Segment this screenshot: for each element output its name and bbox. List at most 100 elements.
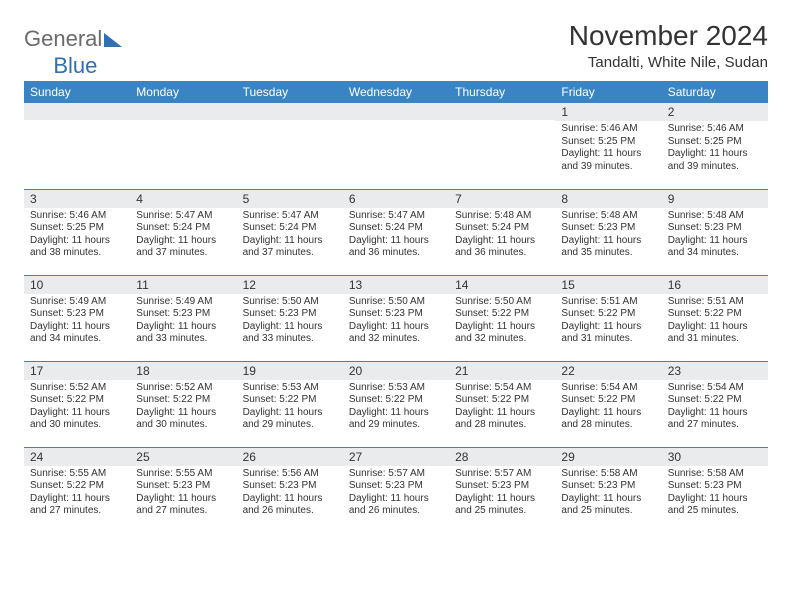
day-details: Sunrise: 5:46 AMSunset: 5:25 PMDaylight:…	[662, 121, 768, 177]
day-number: 2	[662, 103, 768, 121]
day-details: Sunrise: 5:47 AMSunset: 5:24 PMDaylight:…	[343, 208, 449, 264]
daylight-line2: and 29 minutes.	[243, 419, 337, 432]
daylight-line2: and 28 minutes.	[561, 419, 655, 432]
daylight-line1: Daylight: 11 hours	[30, 235, 124, 248]
daylight-line2: and 25 minutes.	[561, 505, 655, 518]
calendar-day-cell: 14Sunrise: 5:50 AMSunset: 5:22 PMDayligh…	[449, 275, 555, 361]
day-details: Sunrise: 5:55 AMSunset: 5:23 PMDaylight:…	[130, 466, 236, 522]
sunset-text: Sunset: 5:24 PM	[349, 222, 443, 235]
calendar-day-cell: 10Sunrise: 5:49 AMSunset: 5:23 PMDayligh…	[24, 275, 130, 361]
calendar-day-cell: 19Sunrise: 5:53 AMSunset: 5:22 PMDayligh…	[237, 361, 343, 447]
sunrise-text: Sunrise: 5:46 AM	[30, 210, 124, 223]
daylight-line1: Daylight: 11 hours	[136, 321, 230, 334]
sunset-text: Sunset: 5:23 PM	[243, 308, 337, 321]
day-number: 12	[237, 276, 343, 294]
daylight-line2: and 28 minutes.	[455, 419, 549, 432]
daylight-line2: and 39 minutes.	[668, 161, 762, 174]
day-number: 5	[237, 190, 343, 208]
daylight-line2: and 29 minutes.	[349, 419, 443, 432]
sunset-text: Sunset: 5:23 PM	[349, 308, 443, 321]
sunrise-text: Sunrise: 5:56 AM	[243, 468, 337, 481]
daylight-line1: Daylight: 11 hours	[30, 407, 124, 420]
day-number: 7	[449, 190, 555, 208]
day-details: Sunrise: 5:53 AMSunset: 5:22 PMDaylight:…	[237, 380, 343, 436]
day-details: Sunrise: 5:54 AMSunset: 5:22 PMDaylight:…	[662, 380, 768, 436]
day-number: 14	[449, 276, 555, 294]
sunrise-text: Sunrise: 5:46 AM	[668, 123, 762, 136]
sunrise-text: Sunrise: 5:51 AM	[561, 296, 655, 309]
daylight-line2: and 25 minutes.	[668, 505, 762, 518]
day-number: 18	[130, 362, 236, 380]
daylight-line2: and 37 minutes.	[136, 247, 230, 260]
daylight-line2: and 31 minutes.	[668, 333, 762, 346]
daylight-line1: Daylight: 11 hours	[349, 407, 443, 420]
sunrise-text: Sunrise: 5:55 AM	[30, 468, 124, 481]
daylight-line2: and 27 minutes.	[136, 505, 230, 518]
day-details: Sunrise: 5:57 AMSunset: 5:23 PMDaylight:…	[449, 466, 555, 522]
calendar-day-cell: 5Sunrise: 5:47 AMSunset: 5:24 PMDaylight…	[237, 189, 343, 275]
sunset-text: Sunset: 5:24 PM	[455, 222, 549, 235]
sunset-text: Sunset: 5:23 PM	[455, 480, 549, 493]
calendar-day-cell: 7Sunrise: 5:48 AMSunset: 5:24 PMDaylight…	[449, 189, 555, 275]
day-number: 4	[130, 190, 236, 208]
sunset-text: Sunset: 5:22 PM	[561, 308, 655, 321]
daylight-line1: Daylight: 11 hours	[561, 148, 655, 161]
page-title: November 2024	[569, 20, 768, 52]
sunset-text: Sunset: 5:22 PM	[349, 394, 443, 407]
daylight-line1: Daylight: 11 hours	[349, 235, 443, 248]
daylight-line2: and 27 minutes.	[30, 505, 124, 518]
calendar-table: SundayMondayTuesdayWednesdayThursdayFrid…	[24, 81, 768, 533]
day-number: 11	[130, 276, 236, 294]
day-details: Sunrise: 5:47 AMSunset: 5:24 PMDaylight:…	[237, 208, 343, 264]
calendar-day-cell: 17 Sunrise: 5:52 AMSunset: 5:22 PMDayligh…	[24, 361, 130, 447]
day-number-empty	[237, 103, 343, 120]
sunset-text: Sunset: 5:22 PM	[30, 480, 124, 493]
daylight-line1: Daylight: 11 hours	[668, 407, 762, 420]
calendar-day-cell	[449, 103, 555, 189]
day-number: 17	[24, 362, 130, 380]
sunset-text: Sunset: 5:23 PM	[30, 308, 124, 321]
calendar-header-row: SundayMondayTuesdayWednesdayThursdayFrid…	[24, 81, 768, 103]
daylight-line2: and 39 minutes.	[561, 161, 655, 174]
day-details: Sunrise: 5:49 AMSunset: 5:23 PMDaylight:…	[24, 294, 130, 350]
day-details: Sunrise: 5:54 AMSunset: 5:22 PMDaylight:…	[449, 380, 555, 436]
day-number: 6	[343, 190, 449, 208]
day-details: Sunrise: 5:56 AMSunset: 5:23 PMDaylight:…	[237, 466, 343, 522]
daylight-line1: Daylight: 11 hours	[455, 235, 549, 248]
logo: General	[24, 20, 122, 52]
daylight-line2: and 37 minutes.	[243, 247, 337, 260]
sunrise-text: Sunrise: 5:46 AM	[561, 123, 655, 136]
sunset-text: Sunset: 5:24 PM	[243, 222, 337, 235]
sunrise-text: Sunrise: 5:53 AM	[243, 382, 337, 395]
sunset-text: Sunset: 5:23 PM	[349, 480, 443, 493]
calendar-day-cell	[130, 103, 236, 189]
daylight-line1: Daylight: 11 hours	[561, 493, 655, 506]
sunrise-text: Sunrise: 5:55 AM	[136, 468, 230, 481]
sunrise-text: Sunrise: 5:51 AM	[668, 296, 762, 309]
sunset-text: Sunset: 5:23 PM	[136, 480, 230, 493]
calendar-day-cell	[343, 103, 449, 189]
day-number: 25	[130, 448, 236, 466]
sunrise-text: Sunrise: 5:47 AM	[136, 210, 230, 223]
weekday-header: Thursday	[449, 81, 555, 103]
sunset-text: Sunset: 5:22 PM	[30, 394, 124, 407]
calendar-day-cell: 2Sunrise: 5:46 AMSunset: 5:25 PMDaylight…	[662, 103, 768, 189]
day-details: Sunrise: 5:48 AMSunset: 5:24 PMDaylight:…	[449, 208, 555, 264]
daylight-line1: Daylight: 11 hours	[136, 235, 230, 248]
day-number: 22	[555, 362, 661, 380]
sunrise-text: Sunrise: 5:50 AM	[455, 296, 549, 309]
day-number: 1	[555, 103, 661, 121]
day-details: Sunrise: 5:48 AMSunset: 5:23 PMDaylight:…	[555, 208, 661, 264]
daylight-line1: Daylight: 11 hours	[668, 235, 762, 248]
calendar-day-cell: 15Sunrise: 5:51 AMSunset: 5:22 PMDayligh…	[555, 275, 661, 361]
sunrise-text: Sunrise: 5:52 AM	[30, 382, 124, 395]
sunset-text: Sunset: 5:23 PM	[136, 308, 230, 321]
sunset-text: Sunset: 5:24 PM	[136, 222, 230, 235]
calendar-day-cell	[24, 103, 130, 189]
daylight-line1: Daylight: 11 hours	[30, 321, 124, 334]
calendar-week-row: 10Sunrise: 5:49 AMSunset: 5:23 PMDayligh…	[24, 275, 768, 361]
sunset-text: Sunset: 5:23 PM	[561, 222, 655, 235]
daylight-line1: Daylight: 11 hours	[668, 493, 762, 506]
weekday-header: Monday	[130, 81, 236, 103]
calendar-day-cell: 8Sunrise: 5:48 AMSunset: 5:23 PMDaylight…	[555, 189, 661, 275]
